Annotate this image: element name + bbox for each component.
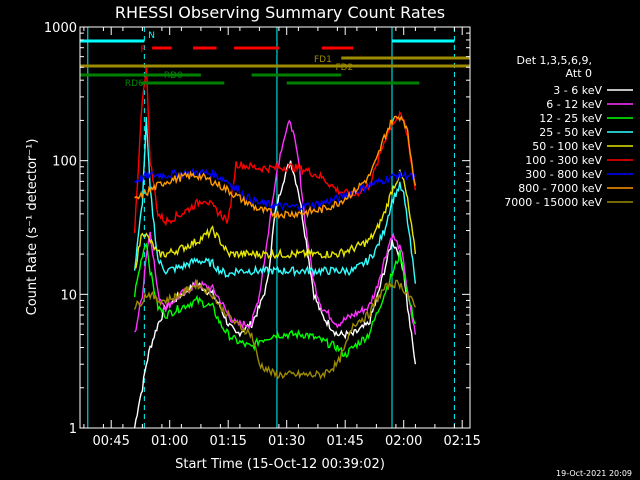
legend-label: 50 - 100 keV: [532, 140, 602, 153]
axes: 1 10 100 1000 00:45 01:00 01:15 01:30 01:45 02:00…: [44, 21, 481, 449]
y-tick-label: 10: [60, 288, 77, 303]
x-tick-label: 00:45: [92, 434, 129, 449]
flag-label-rd0: RD0: [164, 71, 183, 81]
x-tick-label: 01:45: [326, 434, 363, 449]
y-axis-label: Count Rate (s⁻¹ detector⁻¹): [25, 139, 40, 316]
series-line-1: [134, 119, 417, 335]
footer-date: 19-Oct-2021 20:09: [556, 469, 632, 478]
x-tick-label: 01:30: [268, 434, 305, 449]
x-tick-label: 02:15: [443, 434, 480, 449]
series-line-2: [133, 242, 417, 359]
y-tick-label: 1: [69, 422, 77, 437]
series-line-0: [133, 160, 417, 429]
flag-label-n: N: [148, 31, 155, 41]
plot-frame: [79, 26, 471, 429]
chart-title: RHESSI Observing Summary Count Rates: [115, 3, 445, 22]
flag-label-fd1: FD1: [314, 55, 332, 65]
legend-label: 7000 - 15000 keV: [504, 196, 602, 209]
x-tick-label: 01:00: [151, 434, 188, 449]
legend-label: 25 - 50 keV: [539, 126, 602, 139]
y-tick-label: 100: [52, 155, 77, 170]
x-axis-label: Start Time (15-Oct-12 00:39:02): [175, 457, 385, 472]
legend-label: 6 - 12 keV: [546, 98, 602, 111]
legend-label: 100 - 300 keV: [525, 154, 602, 167]
series-line-8: [133, 279, 417, 381]
flag-label-f: F: [140, 45, 145, 55]
x-tick-label: 02:00: [385, 434, 422, 449]
legend-header: Att 0: [566, 67, 592, 80]
flag-label-rd6: RD6: [125, 79, 144, 89]
y-tick-label: 1000: [44, 21, 77, 36]
flag-label-fd2: FD2: [335, 63, 353, 73]
legend-label: 300 - 800 keV: [525, 168, 602, 181]
legend-label: 3 - 6 keV: [553, 84, 602, 97]
x-tick-label: 01:15: [209, 434, 246, 449]
series-line-4: [134, 169, 417, 269]
series-line-3: [133, 116, 417, 284]
legend-label: 800 - 7000 keV: [518, 182, 602, 195]
legend-header: Det 1,3,5,6,9,: [516, 54, 592, 67]
series-line-5: [133, 66, 417, 234]
series-line-7: [134, 115, 417, 220]
legend-label: 12 - 25 keV: [539, 112, 602, 125]
